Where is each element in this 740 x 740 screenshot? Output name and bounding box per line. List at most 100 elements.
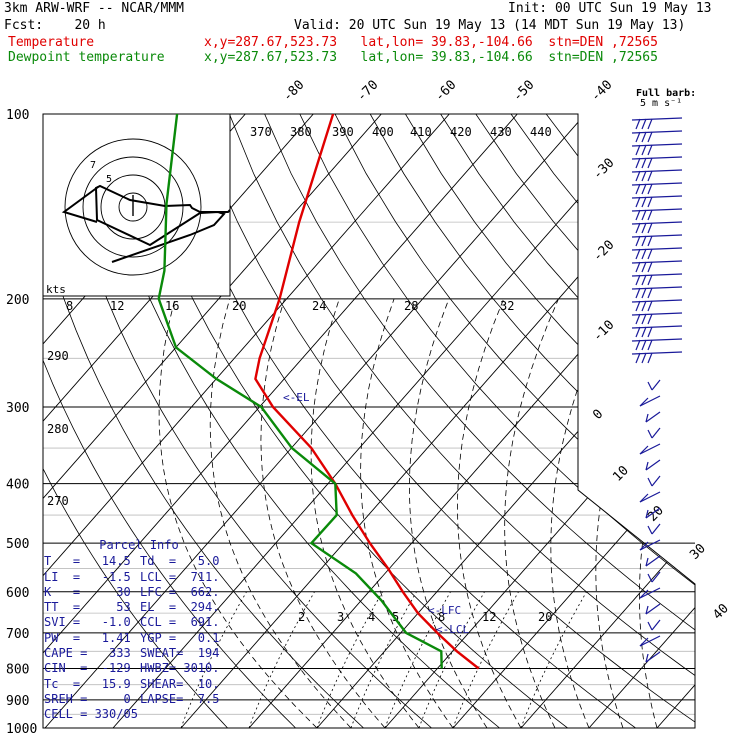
isotherm-line [452,114,695,728]
wind-barb-flag [647,235,653,247]
parcel-info-right: LCL = 711. [140,569,220,584]
wind-barb-staff [651,427,661,439]
mixing-ratio-label: 16 [165,299,179,313]
isotherm-label: -10 [590,318,617,345]
dry-adiabat-line [581,114,695,728]
parcel-info-row: CELL = 330/05 [44,707,234,722]
pressure-label-600: 600 [6,586,29,601]
parcel-info-left: SREH = 0 [44,691,131,706]
wind-barb [631,351,683,364]
parcel-info-title: Parcel Info [99,538,179,552]
dry-adiabat-line [475,114,695,728]
mixing-ratio-label: 28 [404,299,418,313]
barb-label: Full barb: [636,88,696,99]
dry-adiabat-line [616,114,695,728]
hodograph-trace [61,186,99,223]
parcel-info-right: LAPSE= 7.5 [140,691,220,706]
pressure-label-900: 900 [6,694,29,709]
hodograph-ring [82,156,184,258]
moist-adiabat-line [209,298,352,728]
wind-barb-flag [639,541,649,551]
wind-barb-staff [645,411,661,423]
dry-adiabat-line [43,114,364,728]
wind-barb-flag [647,118,653,130]
theta-label: 420 [450,125,472,139]
parcel-info-row: PW = 1.41 YGP = 0.1 [44,631,234,646]
isotherm-label: -30 [590,156,617,183]
dry-adiabat-line [88,114,500,728]
mixing-ratio-label: 3 [337,610,344,624]
parcel-info-right: CCL = 691. [140,615,220,630]
wind-barb-staff [651,523,661,535]
wind-barb-flag [641,144,647,156]
parcel-info-left: T = 14.5 [44,554,131,569]
wind-barb-flag [635,261,641,273]
wind-barb-staff [645,651,661,663]
wind-barb-flag [647,248,653,260]
wind-barb [631,325,683,338]
wind-barb-flag [641,339,647,351]
wind-barb-staff [651,619,661,631]
wind-barb [631,169,683,182]
isotherm-line [588,114,695,728]
parcel-annotation: <-EL [283,391,310,404]
isotherm-label: -70 [354,78,381,105]
wind-barb-flag [647,196,653,208]
wind-barb-flag [635,222,641,234]
pressure-label-100: 100 [6,108,29,123]
parcel-info-left: CAPE = 333 [44,646,131,661]
wind-barb-flag [647,261,653,273]
parcel-info-row: Tc = 15.9 SHEAR= 10. [44,677,234,692]
isotherm-line [43,114,518,728]
parcel-info-row: CAPE = 333 SWEAT= 194 [44,646,234,661]
pressure-label-800: 800 [6,662,29,677]
parcel-info-row: LI = -1.5 LCL = 711. [44,570,234,585]
wind-barb [645,459,661,471]
wind-barb [631,312,683,325]
hodograph-ring [118,192,148,222]
wind-barb-flag [635,209,641,221]
moist-adiabat-line [310,298,420,728]
parcel-info-right: HWBZ= 3010. [140,661,220,676]
isotherm-line [725,114,740,728]
wind-barb-flag [647,144,653,156]
wind-barb-flag [635,339,641,351]
mixing-ratio-label: 12 [482,610,496,624]
wind-barb [647,571,661,583]
parcel-info-right: SWEAT= 194 [140,646,220,661]
wind-barb-flag [639,637,649,647]
wind-barb-flag [641,287,647,299]
parcel-info-left: CIN = -129 [44,661,131,676]
mixing-ratio-label: 20 [538,610,552,624]
isotherm-label: 40 [710,601,732,623]
wind-barb-flag [635,274,641,286]
wind-barb [631,117,683,130]
wind-barb [631,130,683,143]
wind-barb [645,555,661,567]
parcel-info-row: CIN = -129 HWBZ= 3010. [44,661,234,676]
isotherm-line [520,114,695,728]
valid-time: Valid: 20 UTC Sun 19 May 13 (14 MDT Sun … [294,18,686,33]
parcel-info-right: YGP = 0.1 [140,630,220,645]
hodograph-ring-label: 5 [106,174,112,185]
wind-barb-staff [639,587,661,599]
wind-barb-flag [641,183,647,195]
dry-adiabat-line [299,114,695,728]
wind-barb-flag [647,339,653,351]
wind-barb [639,635,661,647]
mixing-ratio-label: 12 [110,299,124,313]
parcel-info-left: LI = -1.5 [44,569,131,584]
wind-barb-flag [641,222,647,234]
parcel-info-row: K = 30 LFC = 662. [44,585,234,600]
wind-barb [631,260,683,273]
wind-barb-flag [645,605,649,615]
mixing-ratio-label: 8 [66,299,73,313]
wind-barb [645,507,661,519]
parcel-info-right: LFC = 662. [140,584,220,599]
wind-barb-flag [641,300,647,312]
wind-barb-flag [647,313,653,325]
temperature-label: Temperature [8,35,95,50]
wind-barb-flag [647,381,653,391]
mixing-ratio-label: 5 [392,610,399,624]
wind-barb-flag [635,131,641,143]
